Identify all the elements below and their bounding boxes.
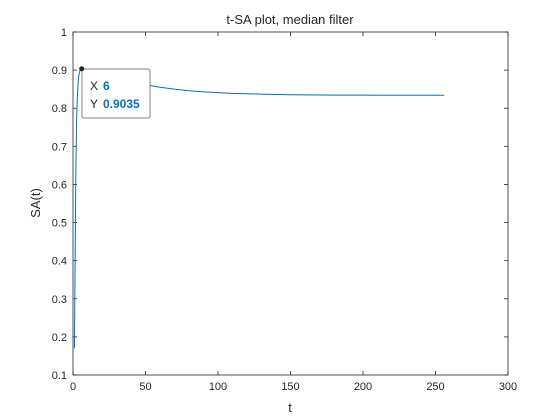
x-tick-label: 100 xyxy=(209,381,227,393)
y-tick-label: 0.2 xyxy=(52,332,67,344)
y-tick-label: 0.8 xyxy=(52,103,67,115)
data-tip-x-key: X xyxy=(90,79,98,93)
x-tick-labels: 0 50 100 150 200 250 300 xyxy=(70,381,517,393)
y-tick-label: 0.7 xyxy=(52,141,67,153)
y-axis-label: SA(t) xyxy=(28,188,43,218)
y-tick-label: 0.4 xyxy=(52,256,67,268)
x-tick-label: 250 xyxy=(426,381,444,393)
data-tip-x-value: 6 xyxy=(103,79,110,93)
data-tip[interactable]: X 6 Y 0.9035 xyxy=(79,66,151,119)
y-tick-label: 1 xyxy=(61,27,67,39)
y-tick-label: 0.5 xyxy=(52,218,67,230)
y-tick-label: 0.9 xyxy=(52,65,67,77)
data-tip-box xyxy=(81,68,151,119)
y-tick-label: 0.1 xyxy=(52,370,67,382)
x-tick-label: 50 xyxy=(139,381,151,393)
data-tip-y-value: 0.9035 xyxy=(103,97,140,111)
x-tick-label: 200 xyxy=(354,381,372,393)
y-tick-label: 0.3 xyxy=(52,294,67,306)
axis-ticks xyxy=(72,31,509,376)
x-tick-label: 300 xyxy=(499,381,517,393)
data-tip-marker[interactable] xyxy=(79,66,85,72)
x-tick-label: 150 xyxy=(281,381,299,393)
x-tick-label: 0 xyxy=(70,381,76,393)
chart-title: t-SA plot, median filter xyxy=(226,12,354,27)
y-tick-label: 0.6 xyxy=(52,179,67,191)
data-tip-y-key: Y xyxy=(90,97,98,111)
y-tick-labels: 0.1 0.2 0.3 0.4 0.5 0.6 0.7 0.8 0.9 1 xyxy=(52,27,67,382)
x-axis-label: t xyxy=(288,400,292,415)
